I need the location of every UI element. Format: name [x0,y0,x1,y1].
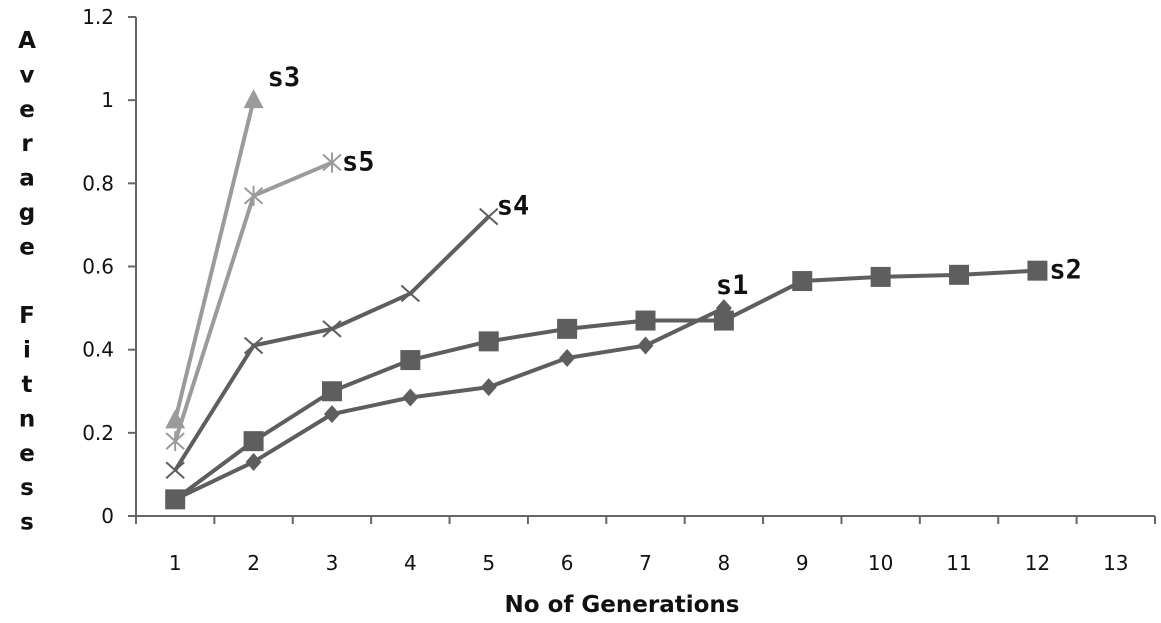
data-point-diamond [245,452,262,471]
data-point-diamond [480,378,497,397]
y-axis-title-letter: e [19,97,35,123]
data-point-square [1027,260,1048,281]
y-axis-title-letter: r [21,131,33,157]
data-point-x-stroke [243,336,264,355]
data-point-x [322,320,342,338]
data-point-diamond [637,336,654,355]
data-point-square [870,266,891,287]
data-point-star [165,431,185,452]
series-label-s3: s3 [268,62,301,93]
x-tick-label: 9 [796,551,809,575]
data-point-square [949,264,970,285]
y-axis-title-letter: e [19,441,35,467]
data-point-diamond [402,388,419,407]
y-tick-label: 0.6 [82,255,114,279]
x-tick-label: 12 [1025,551,1050,575]
data-point-square [557,318,578,339]
series-label-s4: s4 [497,191,530,222]
series-label-s2: s2 [1049,255,1082,286]
x-tick-label: 6 [561,551,574,575]
y-axis-title-letter: a [19,166,35,192]
y-tick-label: 1 [101,88,114,112]
y-axis-title-letter: s [20,475,34,501]
data-point-diamond [323,405,340,424]
data-point-star [243,185,264,206]
series-layer [165,89,1048,510]
series-line-s2 [173,268,1038,501]
data-point-x-stroke [479,207,499,226]
series-s5 [165,152,342,452]
x-tick-label: 8 [718,551,731,575]
y-axis-title-letter: i [23,338,31,364]
data-point-triangle [243,89,264,109]
y-tick-label: 0.2 [82,421,114,445]
x-tick-label: 10 [868,551,893,575]
data-point-x-stroke [400,284,421,303]
data-point-x-stroke [322,320,342,338]
x-tick-label: 4 [404,551,417,575]
y-tick-label: 1.2 [82,5,114,29]
y-axis-title-letter: t [22,372,33,398]
y-axis-title-letter: e [19,234,35,260]
data-point-x-stroke [165,461,185,480]
series-label-s5: s5 [342,147,375,178]
x-tick-label: 7 [639,551,652,575]
x-axis-title: No of Generations [505,592,740,618]
data-point-square [165,489,186,510]
y-axis-title-letter: F [19,303,35,329]
axes [128,16,1156,524]
data-point-square [400,350,421,371]
y-axis-title-letter: A [18,28,36,54]
series-s2 [165,260,1048,510]
y-axis-title-letter: n [19,406,35,432]
data-point-diamond [559,348,576,367]
data-point-square [713,310,734,331]
series-line-s4 [173,215,491,472]
data-point-x [479,207,499,226]
data-point-square [792,271,813,292]
x-tick-label: 3 [326,551,339,575]
data-point-x [243,336,264,355]
x-tick-label: 5 [482,551,495,575]
data-point-x [165,461,185,480]
y-tick-label: 0.8 [82,171,114,195]
series-line-s1 [174,306,725,502]
series-s4 [165,207,499,480]
data-point-x [400,284,421,303]
data-point-square [635,310,656,331]
x-tick-label: 1 [169,551,182,575]
y-axis-title-letter: v [20,62,35,88]
y-axis-title-letter: s [20,510,34,536]
y-axis-title-letter: g [19,200,35,226]
series-s3 [165,89,264,429]
x-tick-label: 2 [247,551,260,575]
x-tick-label: 13 [1103,551,1128,575]
data-point-square [321,381,342,402]
labels-layer: No of Generations 00.20.40.60.811.21 2 3 4 5… [18,5,1128,618]
y-tick-label: 0 [101,504,114,528]
x-tick-label: 11 [946,551,971,575]
series-line-s3 [173,99,256,421]
y-tick-label: 0.4 [82,338,114,362]
data-point-star [322,152,342,173]
data-point-square [243,431,264,452]
series-label-s1: s1 [716,270,749,301]
data-point-square [478,331,499,352]
